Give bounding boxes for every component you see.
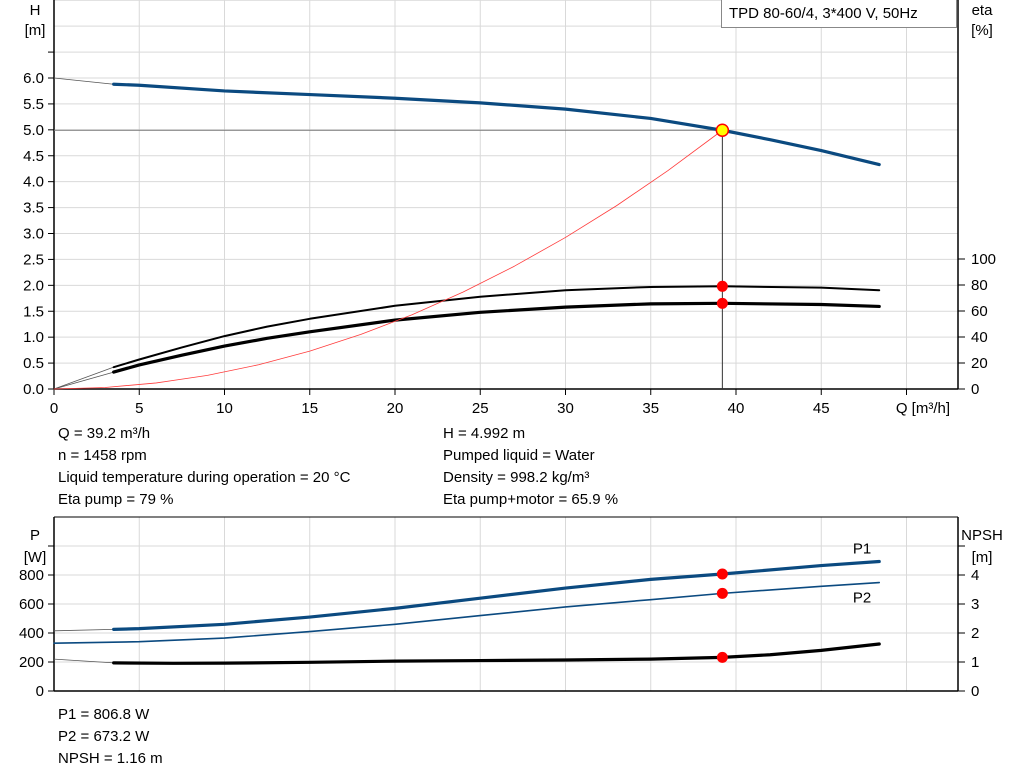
series-label-p1: P1	[853, 541, 871, 558]
y-tick-label: 0.0	[23, 381, 44, 398]
y2-tick-label: 80	[971, 277, 988, 294]
y-tick-label: 1.5	[23, 303, 44, 320]
curve-eta-pump	[112, 285, 881, 369]
y-tick-label: 800	[19, 567, 44, 584]
info-p2: P2 = 673.2 W	[58, 728, 150, 745]
y-axis-unit: [W]	[24, 549, 47, 566]
info-p1: P1 = 806.8 W	[58, 706, 150, 723]
y2-tick-label: 40	[971, 329, 988, 346]
operating-point-marker	[715, 123, 730, 137]
marker-npsh	[716, 651, 728, 663]
y2-axis-unit: [%]	[971, 22, 993, 39]
curve-eta-pump-motor	[112, 301, 881, 374]
y-tick-label: 0.5	[23, 355, 44, 372]
y2-tick-label: 2	[971, 625, 979, 642]
y2-tick-label: 1	[971, 654, 979, 671]
y-tick-label: 3.0	[23, 226, 44, 243]
y2-tick-label: 3	[971, 596, 979, 613]
curve-npsh	[112, 642, 881, 665]
y-axis-unit: [m]	[25, 22, 46, 39]
x-tick-label: 20	[387, 400, 404, 417]
x-tick-label: 5	[135, 400, 143, 417]
x-axis-label: Q [m³/h]	[896, 400, 950, 417]
y-tick-label: 600	[19, 596, 44, 613]
x-tick-label: 15	[301, 400, 318, 417]
x-tick-label: 40	[728, 400, 745, 417]
y-axis-label: H	[30, 2, 41, 19]
y2-tick-label: 20	[971, 355, 988, 372]
marker-eta-pump-motor	[716, 297, 728, 309]
info-eta-pump: Eta pump = 79 %	[58, 491, 174, 508]
curve-system-curve	[53, 129, 723, 390]
info-temperature: Liquid temperature during operation = 20…	[58, 469, 351, 486]
y2-tick-label: 100	[971, 251, 996, 268]
info-speed: n = 1458 rpm	[58, 447, 147, 464]
series-label-p2: P2	[853, 590, 871, 607]
info-left: Q = 39.2 m³/h n = 1458 rpm Liquid temper…	[58, 423, 350, 511]
curve-p2	[53, 581, 881, 644]
y2-axis-label: eta	[972, 2, 994, 19]
y-tick-label: 200	[19, 654, 44, 671]
y-tick-label: 2.5	[23, 251, 44, 268]
marker-p2	[716, 587, 728, 599]
info-bottom: P1 = 806.8 W P2 = 673.2 W NPSH = 1.16 m	[58, 704, 163, 770]
x-tick-label: 45	[813, 400, 830, 417]
y-tick-label: 0	[36, 683, 44, 700]
y-tick-label: 4.5	[23, 148, 44, 165]
y-tick-label: 5.5	[23, 96, 44, 113]
y-tick-label: 2.0	[23, 277, 44, 294]
info-right: H = 4.992 m Pumped liquid = Water Densit…	[443, 423, 618, 511]
info-q: Q = 39.2 m³/h	[58, 425, 151, 442]
y-tick-label: 4.0	[23, 174, 44, 191]
marker-p1	[716, 568, 728, 580]
info-density: Density = 998.2 kg/m³	[443, 469, 590, 486]
y-tick-label: 1.0	[23, 329, 44, 346]
info-liquid: Pumped liquid = Water	[443, 447, 595, 464]
x-tick-label: 35	[642, 400, 659, 417]
curve-extension-h	[53, 77, 114, 85]
y-tick-label: 400	[19, 625, 44, 642]
info-npsh: NPSH = 1.16 m	[58, 750, 163, 767]
marker-eta-pump	[716, 280, 728, 292]
y2-axis-unit: [m]	[972, 549, 993, 566]
curve-h	[112, 82, 881, 167]
x-tick-label: 25	[472, 400, 489, 417]
info-h: H = 4.992 m	[443, 425, 526, 442]
x-tick-label: 0	[50, 400, 58, 417]
curve-extension-eta_pump	[53, 366, 114, 390]
curve-extension-npsh	[53, 658, 114, 664]
curve-p1	[112, 559, 881, 631]
x-tick-label: 10	[216, 400, 233, 417]
y-tick-label: 5.0	[23, 122, 44, 139]
y-tick-label: 3.5	[23, 200, 44, 217]
y-tick-label: 6.0	[23, 70, 44, 87]
y2-tick-label: 0	[971, 683, 979, 700]
y2-tick-label: 60	[971, 303, 988, 320]
x-tick-label: 30	[557, 400, 574, 417]
curve-extension-p1	[53, 628, 114, 632]
legend-title: TPD 80-60/4, 3*400 V, 50Hz	[721, 0, 957, 28]
curve-extension-eta_pump_motor	[53, 371, 114, 390]
y2-axis-label: NPSH	[961, 527, 1003, 544]
y2-tick-label: 0	[971, 381, 979, 398]
info-eta-pump-motor: Eta pump+motor = 65.9 %	[443, 491, 619, 508]
y-axis-label: P	[30, 527, 40, 544]
y2-tick-label: 4	[971, 567, 979, 584]
